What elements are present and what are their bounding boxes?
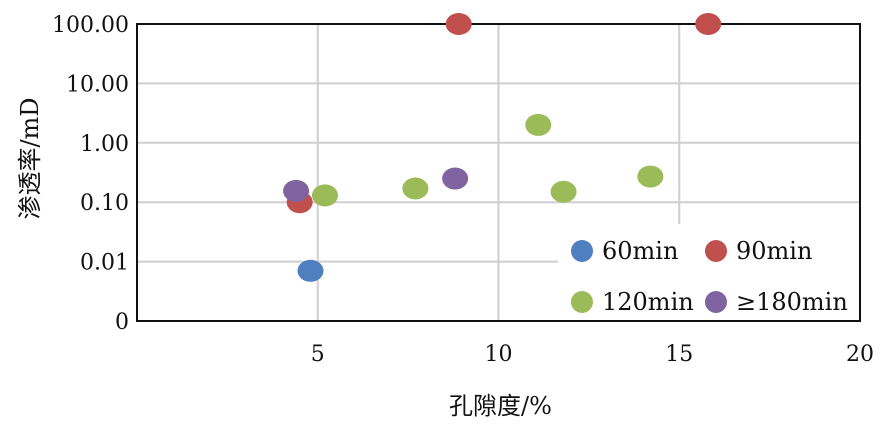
plot-frame <box>136 23 861 322</box>
x-tick-label: 5 <box>311 342 325 367</box>
data-point <box>297 259 324 282</box>
legend-label: 120min <box>602 288 694 316</box>
y-tick-label: 0.01 <box>80 251 129 276</box>
legend-label: 90min <box>736 237 812 265</box>
data-point <box>283 179 310 202</box>
data-point <box>442 167 469 190</box>
x-tick-label: 10 <box>485 342 513 367</box>
y-axis-title: 渗透率/mD <box>16 97 44 219</box>
y-tick-label: 10.00 <box>66 72 129 97</box>
data-point <box>637 165 664 188</box>
legend-marker <box>705 240 727 262</box>
y-tick-labels: 0 0.01 0.10 1.00 10.00 100.00 <box>52 13 129 335</box>
legend: 60min 90min 120min ≥180min <box>571 237 848 316</box>
legend-label: 60min <box>602 237 678 265</box>
legend-marker <box>571 291 593 313</box>
y-tick-label: 1.00 <box>80 132 129 157</box>
data-point <box>550 180 577 203</box>
legend-label: ≥180min <box>736 288 848 316</box>
x-tick-labels: 5 10 15 20 <box>311 342 874 367</box>
y-tick-label: 0.10 <box>80 191 129 216</box>
data-point <box>311 184 338 207</box>
y-tick-label: 100.00 <box>52 13 129 38</box>
data-points <box>283 13 722 282</box>
legend-marker <box>705 291 727 313</box>
y-tick-label: 0 <box>115 310 129 335</box>
data-point <box>445 13 472 35</box>
x-tick-label: 15 <box>665 342 693 367</box>
data-point <box>525 113 552 136</box>
data-point <box>695 13 722 35</box>
data-point <box>402 177 429 200</box>
x-axis-title: 孔隙度/% <box>449 392 552 420</box>
x-tick-label: 20 <box>846 342 874 367</box>
legend-marker <box>571 240 593 262</box>
